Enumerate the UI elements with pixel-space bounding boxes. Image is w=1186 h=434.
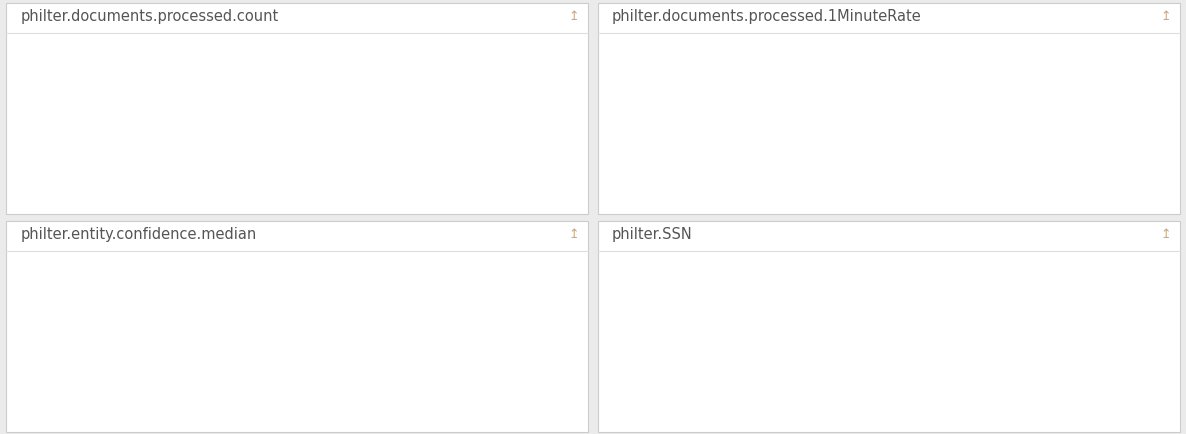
Text: philter.documents.processed.1MinuteRate: philter.documents.processed.1MinuteRate	[612, 10, 922, 24]
Text: ↥: ↥	[1160, 228, 1171, 241]
Text: ↥: ↥	[568, 228, 579, 241]
Text: ↥: ↥	[568, 10, 579, 23]
Text: ↥: ↥	[1160, 10, 1171, 23]
Text: philter.entity.confidence.median: philter.entity.confidence.median	[20, 227, 256, 242]
Text: philter.documents.processed.count: philter.documents.processed.count	[20, 10, 279, 24]
Text: philter.SSN: philter.SSN	[612, 227, 693, 242]
